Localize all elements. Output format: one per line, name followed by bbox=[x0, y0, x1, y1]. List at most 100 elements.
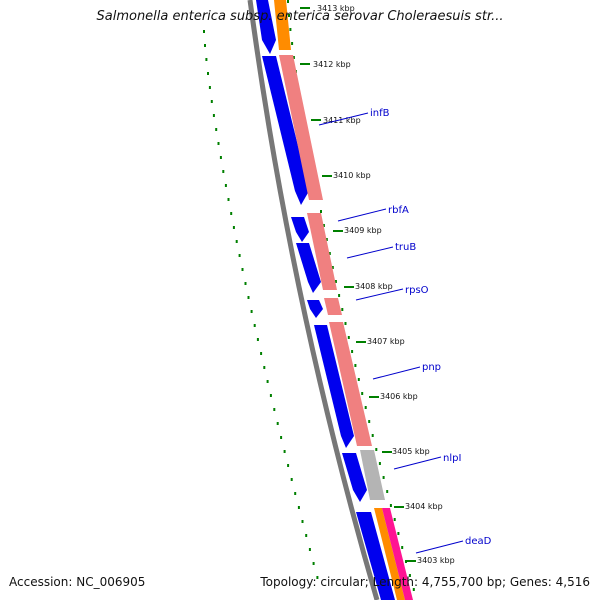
arc-dot bbox=[227, 198, 230, 201]
reverse-feature-rpsO[interactable] bbox=[324, 298, 342, 315]
arc-dot bbox=[287, 0, 289, 3]
arc-dot bbox=[322, 224, 325, 227]
arc-dot bbox=[204, 44, 206, 47]
arc-dot bbox=[328, 252, 331, 255]
arc-dot bbox=[305, 534, 308, 537]
arc-dot bbox=[207, 72, 209, 75]
arc-dot bbox=[316, 576, 319, 579]
arc-dot bbox=[371, 434, 374, 437]
arc-dot bbox=[217, 142, 220, 145]
arc-dot bbox=[241, 268, 244, 271]
tick-label: 3405 kbp bbox=[392, 447, 430, 456]
orange-feature-bottom[interactable] bbox=[374, 508, 405, 600]
magenta-feature-bottom[interactable] bbox=[382, 508, 413, 600]
arc-dot bbox=[320, 210, 322, 213]
genome-summary-text: Topology: circular; Length: 4,755,700 bp… bbox=[260, 575, 590, 589]
arc-dot bbox=[382, 476, 385, 479]
arc-dot bbox=[232, 226, 235, 229]
gene-label-pnp[interactable]: pnp bbox=[422, 362, 441, 373]
arc-dot bbox=[408, 574, 411, 577]
cds-forward-truB[interactable] bbox=[296, 243, 321, 293]
arc-dot bbox=[344, 322, 347, 325]
reverse-feature-rbfA[interactable] bbox=[307, 213, 337, 290]
arc-dot bbox=[269, 394, 272, 397]
map-title: Salmonella enterica subsp. enterica sero… bbox=[96, 9, 504, 24]
accession-text: Accession: NC_006905 bbox=[9, 575, 146, 589]
reverse-features bbox=[274, 0, 413, 600]
orange-feature-top[interactable] bbox=[274, 0, 291, 50]
cds-forward-deaD[interactable] bbox=[356, 512, 395, 600]
leader-line-truB bbox=[346, 246, 394, 259]
reverse-feature-pnp[interactable] bbox=[329, 322, 372, 446]
arc-dot bbox=[368, 420, 371, 423]
cds-forward-rpsO[interactable] bbox=[307, 300, 323, 318]
arc-dot bbox=[215, 128, 218, 131]
cds-forward-rbfA[interactable] bbox=[291, 217, 309, 242]
gene-label-truB[interactable]: truB bbox=[395, 242, 416, 253]
arc-dot bbox=[292, 56, 295, 59]
gene-labels: infB rbfA truB rpsO pnp nlpI deaD bbox=[370, 108, 492, 547]
arc-dot bbox=[290, 478, 293, 481]
tick-label: 3409 kbp bbox=[344, 226, 382, 235]
arc-dot bbox=[263, 366, 266, 369]
arc-dot bbox=[378, 462, 381, 465]
arc-dot bbox=[351, 350, 354, 353]
arc-dot bbox=[294, 492, 297, 495]
arc-dot bbox=[297, 506, 300, 509]
tick-label: 3412 kbp bbox=[313, 60, 351, 69]
leader-line-rbfA bbox=[337, 208, 387, 222]
arc-dot bbox=[260, 352, 263, 355]
arc-dot bbox=[273, 408, 276, 411]
cds-forward-segment[interactable] bbox=[256, 0, 276, 54]
arc-dot bbox=[208, 86, 211, 89]
arc-dot bbox=[375, 448, 378, 451]
arc-dot bbox=[401, 546, 404, 549]
cds-forward-infB[interactable] bbox=[262, 56, 309, 205]
tick-label: 3408 kbp bbox=[355, 282, 393, 291]
arc-dot bbox=[250, 310, 253, 313]
gene-label-rbfA[interactable]: rbfA bbox=[388, 205, 409, 216]
arc-dot bbox=[253, 324, 256, 327]
arc-dot bbox=[354, 364, 357, 367]
arc-dot bbox=[347, 336, 350, 339]
arc-dot bbox=[256, 338, 259, 341]
arc-dot bbox=[301, 520, 304, 523]
leader-line-deaD bbox=[415, 540, 464, 554]
arc-dot bbox=[397, 532, 400, 535]
arc-dot bbox=[291, 42, 294, 45]
leader-line-pnp bbox=[372, 366, 421, 380]
arc-dot bbox=[331, 266, 334, 269]
tick-label: 3407 kbp bbox=[367, 337, 405, 346]
arc-dot bbox=[361, 392, 364, 395]
arc-dot bbox=[386, 490, 389, 493]
arc-dot bbox=[224, 184, 227, 187]
arc-dot bbox=[222, 170, 225, 173]
arc-dot bbox=[308, 548, 311, 551]
gene-label-deaD[interactable]: deaD bbox=[465, 536, 492, 547]
dotted-arc-inner bbox=[203, 30, 319, 579]
arc-dot bbox=[288, 14, 290, 17]
leader-line-nlpI bbox=[393, 456, 442, 470]
arc-dot bbox=[289, 28, 292, 31]
gene-label-nlpI[interactable]: nlpI bbox=[443, 453, 461, 464]
tick-label: 3403 kbp bbox=[417, 556, 455, 565]
reverse-feature-infB[interactable] bbox=[279, 55, 323, 200]
arc-dot bbox=[244, 282, 247, 285]
arc-dot bbox=[389, 504, 392, 507]
arc-dot bbox=[276, 422, 279, 425]
arc-dot bbox=[357, 378, 360, 381]
gene-label-infB[interactable]: infB bbox=[370, 108, 390, 119]
gene-leader-lines bbox=[318, 112, 464, 554]
tick-labels: 3413 kbp 3412 kbp 3411 kbp 3410 kbp 3409… bbox=[313, 4, 455, 565]
cds-forward-nlpI[interactable] bbox=[342, 453, 367, 502]
forward-features bbox=[256, 0, 395, 600]
arc-dot bbox=[364, 406, 367, 409]
cds-forward-pnp[interactable] bbox=[314, 325, 354, 448]
arc-dot bbox=[280, 436, 283, 439]
arc-dot bbox=[312, 562, 315, 565]
gray-feature-nlpI[interactable] bbox=[360, 450, 385, 500]
arc-dot bbox=[203, 30, 205, 33]
gene-label-rpsO[interactable]: rpsO bbox=[405, 285, 429, 296]
leader-line-infB bbox=[318, 112, 369, 126]
